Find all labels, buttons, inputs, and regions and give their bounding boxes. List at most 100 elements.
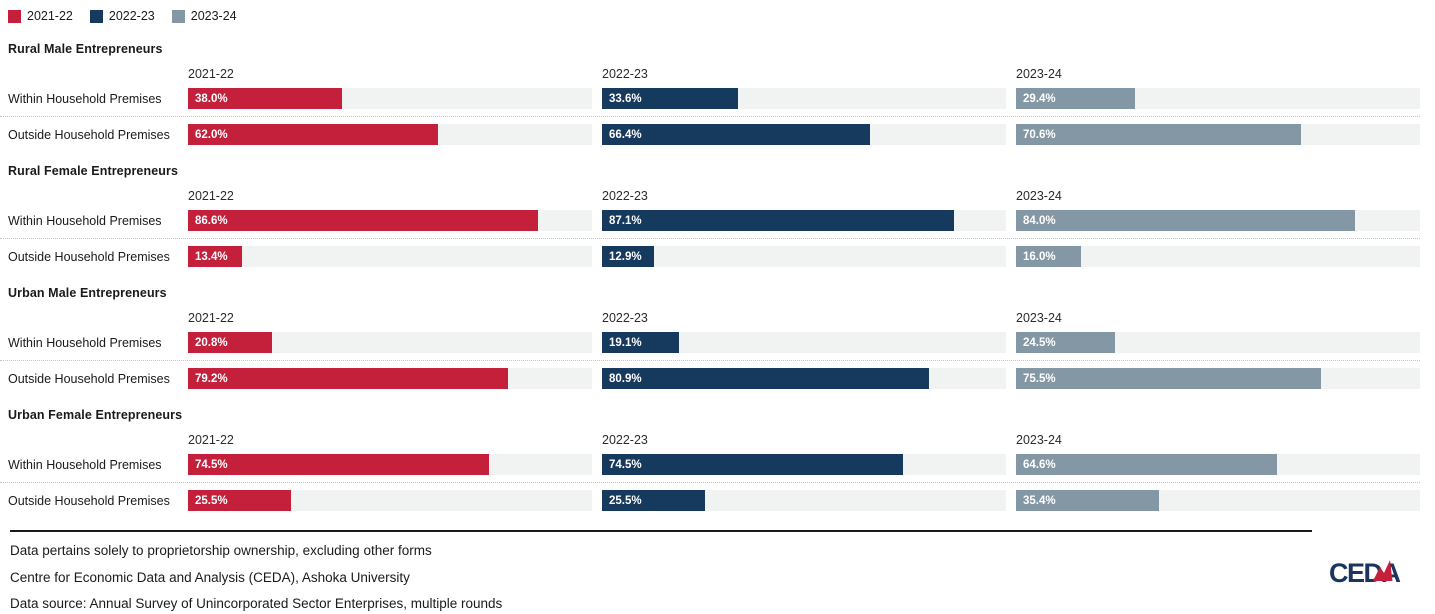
column-year-header: 2023-24	[1016, 433, 1062, 447]
legend-label: 2022-23	[108, 9, 155, 23]
bar-value-label: 84.0%	[1023, 214, 1056, 227]
bar-track: 33.6%	[602, 88, 1006, 109]
bar-value-label: 86.6%	[195, 214, 228, 227]
bar-value-label: 38.0%	[195, 92, 228, 105]
legend: 2021-22 2022-23 2023-24	[8, 9, 1435, 23]
note-data-source: Data source: Annual Survey of Unincorpor…	[10, 596, 503, 612]
bar-value-label: 74.5%	[609, 458, 642, 471]
bar-value-label: 19.1%	[609, 336, 642, 349]
bar-value-label: 20.8%	[195, 336, 228, 349]
bar-track: 64.6%	[1016, 454, 1420, 475]
row-label: Within Household Premises	[8, 91, 162, 106]
bar-track: 35.4%	[1016, 490, 1420, 511]
bar-value-label: 62.0%	[195, 128, 228, 141]
bar-track: 20.8%	[188, 332, 592, 353]
bar-value-label: 80.9%	[609, 372, 642, 385]
bar: 38.0%	[188, 88, 342, 109]
bar-value-label: 79.2%	[195, 372, 228, 385]
chart-section: Urban Male Entrepreneurs 2021-22 2022-23 20…	[0, 286, 1435, 389]
column-year-header: 2022-23	[602, 311, 648, 325]
legend-item: 2023-24	[171, 9, 237, 23]
column-year-header: 2023-24	[1016, 67, 1062, 81]
footer-divider	[10, 530, 1312, 532]
bar: 25.5%	[188, 490, 292, 511]
section-grid: 2021-22 2022-23 2023-24 Within Household Pr…	[0, 311, 1435, 389]
column-year-header: 2022-23	[602, 67, 648, 81]
note-ceda-attribution: Centre for Economic Data and Analysis (C…	[10, 569, 410, 585]
bar: 13.4%	[188, 246, 243, 267]
row-label: Within Household Premises	[8, 335, 162, 350]
bar-track: 62.0%	[188, 124, 592, 145]
legend-label: 2023-24	[190, 9, 237, 23]
bar: 25.5%	[602, 490, 706, 511]
footer-notes: Data pertains solely to proprietorship o…	[8, 541, 1435, 614]
row-divider	[0, 482, 1420, 483]
chart-page: 2021-22 2022-23 2023-24 Rural Male Entrepr…	[0, 9, 1435, 611]
bar: 33.6%	[602, 88, 738, 109]
bar-track: 80.9%	[602, 368, 1006, 389]
column-year-header: 2021-22	[188, 433, 234, 447]
chart-sections: Rural Male Entrepreneurs 2021-22 2022-23 20…	[0, 42, 1435, 511]
bar-track: 16.0%	[1016, 246, 1420, 267]
bar-track: 12.9%	[602, 246, 1006, 267]
bar-track: 19.1%	[602, 332, 1006, 353]
chart-section: Urban Female Entrepreneurs 2021-22 2022-23…	[0, 408, 1435, 511]
column-year-header: 2023-24	[1016, 189, 1062, 203]
bar: 80.9%	[602, 368, 929, 389]
bar-track: 84.0%	[1016, 210, 1420, 231]
bar-value-label: 87.1%	[609, 214, 642, 227]
bar-value-label: 25.5%	[609, 494, 642, 507]
ceda-logo-image: CEDA	[1329, 558, 1402, 588]
row-label: Outside Household Premises	[8, 249, 170, 264]
bar: 74.5%	[602, 454, 903, 475]
row-label: Within Household Premises	[8, 457, 162, 472]
section-grid: 2021-22 2022-23 2023-24 Within Household Pr…	[0, 433, 1435, 511]
column-year-header: 2022-23	[602, 433, 648, 447]
footer: Data pertains solely to proprietorship o…	[8, 530, 1435, 614]
bar-track: 74.5%	[188, 454, 592, 475]
bar-value-label: 35.4%	[1023, 494, 1056, 507]
section-title: Rural Male Entrepreneurs	[8, 42, 163, 56]
bar: 79.2%	[188, 368, 508, 389]
bar-track: 29.4%	[1016, 88, 1420, 109]
bar: 86.6%	[188, 210, 538, 231]
row-divider	[0, 238, 1420, 239]
bar-track: 74.5%	[602, 454, 1006, 475]
bar-value-label: 64.6%	[1023, 458, 1056, 471]
bar-track: 66.4%	[602, 124, 1006, 145]
bar-track: 79.2%	[188, 368, 592, 389]
bar: 16.0%	[1016, 246, 1081, 267]
bar-value-label: 29.4%	[1023, 92, 1056, 105]
legend-swatch	[89, 9, 103, 23]
bar-track: 70.6%	[1016, 124, 1420, 145]
row-label: Outside Household Premises	[8, 371, 170, 386]
chart-section: Rural Male Entrepreneurs 2021-22 2022-23 20…	[0, 42, 1435, 145]
bar: 74.5%	[188, 454, 489, 475]
bar-value-label: 33.6%	[609, 92, 642, 105]
ceda-logo-red-arrow	[1373, 560, 1393, 581]
bar-value-label: 75.5%	[1023, 372, 1056, 385]
bar: 24.5%	[1016, 332, 1115, 353]
bar-track: 13.4%	[188, 246, 592, 267]
bar: 19.1%	[602, 332, 680, 353]
chart-section: Rural Female Entrepreneurs 2021-22 2022-23…	[0, 164, 1435, 267]
bar-value-label: 16.0%	[1023, 250, 1056, 263]
row-divider	[0, 360, 1420, 361]
bar-track: 38.0%	[188, 88, 592, 109]
column-year-header: 2021-22	[188, 189, 234, 203]
bar: 20.8%	[188, 332, 273, 353]
row-label: Outside Household Premises	[8, 127, 170, 142]
section-title: Rural Female Entrepreneurs	[8, 164, 179, 178]
row-label: Within Household Premises	[8, 213, 162, 228]
bar: 35.4%	[1016, 490, 1160, 511]
column-year-header: 2021-22	[188, 67, 234, 81]
bar: 29.4%	[1016, 88, 1135, 109]
bar-track: 86.6%	[188, 210, 592, 231]
bar: 66.4%	[602, 124, 871, 145]
bar-track: 24.5%	[1016, 332, 1420, 353]
bar-value-label: 66.4%	[609, 128, 642, 141]
legend-item: 2021-22	[8, 9, 73, 23]
bar-value-label: 25.5%	[195, 494, 228, 507]
section-grid: 2021-22 2022-23 2023-24 Within Household Pr…	[0, 67, 1435, 145]
bar-track: 87.1%	[602, 210, 1006, 231]
